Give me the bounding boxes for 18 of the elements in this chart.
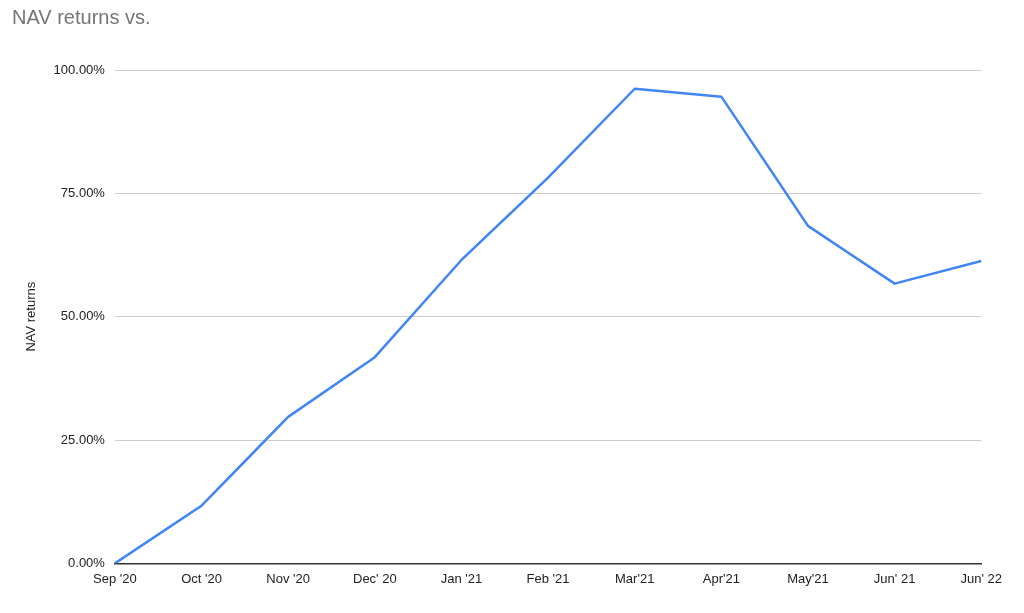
- y-axis-title: NAV returns: [23, 281, 39, 352]
- x-tick-label: Oct '20: [181, 570, 222, 586]
- chart-title: NAV returns vs.: [12, 6, 151, 29]
- x-tick-label: May'21: [787, 570, 829, 586]
- x-tick-label: Jun' 21: [873, 570, 916, 586]
- x-tick-label: Mar'21: [615, 570, 655, 586]
- x-tick-label: Sep '20: [93, 570, 137, 586]
- x-tick-label: Jun' 22: [960, 570, 1002, 586]
- x-tick-label: Feb '21: [526, 570, 570, 586]
- x-tick-label: Nov '20: [266, 570, 311, 586]
- y-tick-label: 75.00%: [60, 184, 106, 200]
- y-tick-label: 100.00%: [53, 61, 106, 77]
- x-tick-label: Jan '21: [440, 570, 483, 586]
- y-tick-label: 25.00%: [60, 431, 106, 447]
- y-tick-label: 0.00%: [68, 554, 106, 570]
- y-tick-label: 50.00%: [60, 308, 106, 324]
- x-tick-label: Dec' 20: [352, 570, 397, 586]
- x-tick-label: Apr'21: [702, 570, 740, 586]
